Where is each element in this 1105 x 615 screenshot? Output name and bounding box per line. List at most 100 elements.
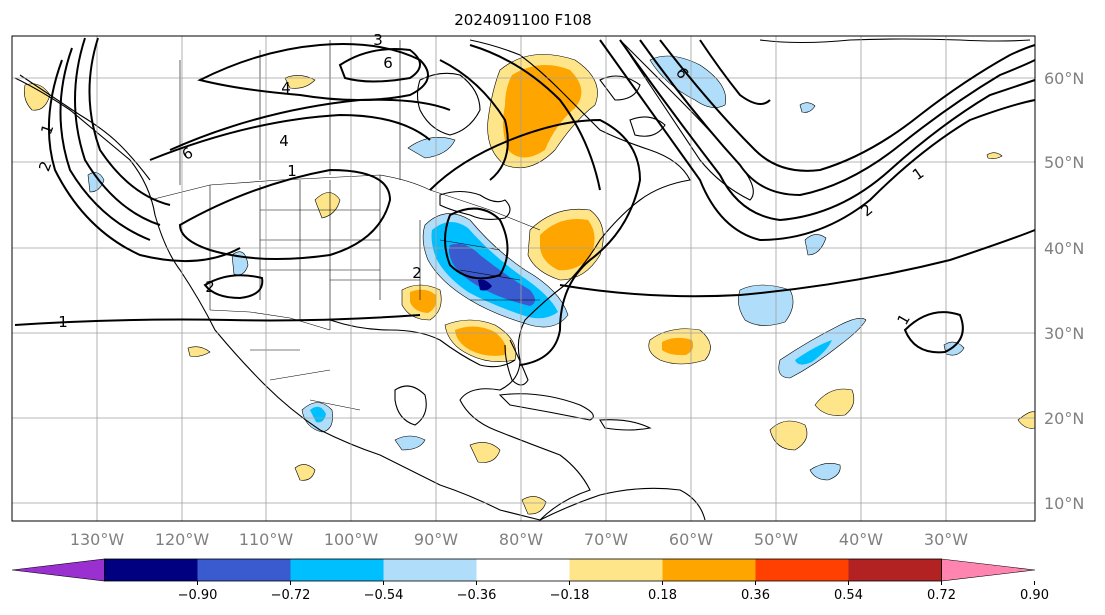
negative-anomaly-labrador xyxy=(799,102,816,113)
contour-label: 2 xyxy=(205,278,215,296)
negative-anomaly-yucatan xyxy=(394,435,426,451)
hudson-bay xyxy=(416,72,481,136)
positive-anomaly-greenland-east xyxy=(986,152,1003,159)
lon-label: 110°W xyxy=(239,530,294,549)
lon-label: 80°W xyxy=(499,530,543,549)
lat-label: 30°N xyxy=(1044,324,1084,343)
contour-atlantic-ridge-4 xyxy=(639,39,1036,197)
lon-label: 50°W xyxy=(754,530,798,549)
mexico-states xyxy=(250,349,361,411)
canada-provinces xyxy=(179,40,401,185)
colorbar-extend-low xyxy=(11,558,105,582)
contour-west-ring-2 xyxy=(47,59,241,263)
colorbar-segment xyxy=(104,559,198,581)
state-lines-east xyxy=(419,220,540,301)
colorbar-segment xyxy=(848,559,942,581)
south-america-north-coast xyxy=(539,487,706,521)
contour-label: 1 xyxy=(287,162,297,180)
negative-anomaly-atlantic-east xyxy=(738,284,794,326)
lon-label: 90°W xyxy=(414,530,458,549)
shaded-anomalies xyxy=(24,54,1036,515)
contour-label: 3 xyxy=(373,31,383,49)
map-title: 2024091100 F108 xyxy=(454,11,591,29)
peak-negative-anomaly-southeast xyxy=(478,279,492,291)
negative-anomaly-greenland xyxy=(649,55,727,108)
colorbar-segment xyxy=(569,559,663,581)
colorbar-segment xyxy=(476,559,570,581)
contour-atlantic-ridge-2 xyxy=(599,39,1036,242)
positive-anomaly-atlantic-south xyxy=(814,388,855,416)
greenland-east-coast xyxy=(759,38,1031,44)
colorbar-tick-label: 0.90 xyxy=(1020,588,1049,603)
colorbar-tick-label: 0.18 xyxy=(648,588,677,603)
lon-label: 130°W xyxy=(70,530,125,549)
lat-label: 40°N xyxy=(1044,239,1084,258)
colorbar-tick-label: 0.36 xyxy=(741,588,770,603)
colorbar-tick-label: −0.90 xyxy=(178,588,218,603)
strong-positive-anomaly-louisiana xyxy=(410,289,437,313)
contour-canada-1 xyxy=(149,113,431,161)
yucatan-peninsula xyxy=(394,385,427,426)
contour-central-low xyxy=(178,168,392,260)
great-lakes xyxy=(439,190,511,221)
contour-trough-2 xyxy=(469,44,601,191)
strong-positive-anomaly-gulf xyxy=(455,326,507,356)
colorbar-segment xyxy=(755,559,849,581)
strong-positive-anomaly-atlantic xyxy=(662,337,694,356)
state-lines-central xyxy=(260,175,420,300)
contour-greenland-1 xyxy=(699,39,771,105)
lat-label: 50°N xyxy=(1044,153,1084,172)
cuba xyxy=(498,393,594,421)
contour-label: 1 xyxy=(58,313,68,331)
colorbar-tick-label: 0.54 xyxy=(834,588,863,603)
positive-anomaly-atlantic-south-2 xyxy=(769,420,808,451)
lon-label: 120°W xyxy=(155,530,210,549)
negative-anomaly-canada xyxy=(407,137,456,159)
contour-label: 4 xyxy=(279,132,289,150)
positive-anomaly-panama xyxy=(521,496,547,515)
contour-canada-2 xyxy=(169,98,451,151)
colorbar-extend-high xyxy=(941,558,1036,582)
positive-anomaly-baja xyxy=(187,346,211,357)
colorbar-segment xyxy=(197,559,291,581)
contour-canada-4 xyxy=(338,48,421,83)
contour-trough-1 xyxy=(429,118,642,366)
colorbar-segment xyxy=(290,559,384,581)
contour-lines xyxy=(14,37,1036,366)
contour-sw-small xyxy=(203,274,264,300)
contour-atlantic-ridge-5 xyxy=(659,39,1036,172)
strong-negative-anomaly-southeast xyxy=(449,243,535,306)
contour-atlantic-ridge-3 xyxy=(619,39,1036,222)
contour-west-ring-3 xyxy=(59,47,151,241)
contour-west-ring-4 xyxy=(74,37,161,226)
lat-label: 10°N xyxy=(1044,494,1084,513)
longitude-labels: 130°W 120°W 110°W 100°W 90°W 80°W 70°W 6… xyxy=(70,530,968,549)
colorbar-segment xyxy=(383,559,477,581)
lat-label: 60°N xyxy=(1044,69,1084,88)
negative-anomaly-atlantic-south xyxy=(809,463,841,481)
positive-anomaly-pacific-south xyxy=(294,464,316,481)
latitude-labels: 60°N 50°N 40°N 30°N 20°N 10°N xyxy=(1044,69,1084,513)
map-panel: 1 1 1 1 2 2 2 4 4 6 6 6 1 2 3 xyxy=(11,31,1036,522)
moderate-negative-anomaly-atlantic-streak xyxy=(795,340,832,365)
colorbar-tick-label: 0.72 xyxy=(927,588,956,603)
lon-label: 30°W xyxy=(924,530,968,549)
lon-label: 40°W xyxy=(839,530,883,549)
lon-label: 70°W xyxy=(584,530,628,549)
strong-positive-anomaly-midatlantic xyxy=(540,219,595,271)
colorbar-tick-label: −0.36 xyxy=(457,588,497,603)
state-lines-west xyxy=(209,180,331,330)
contour-west-ring-1 xyxy=(14,314,421,326)
alaska-panhandle xyxy=(19,74,151,181)
hispaniola xyxy=(599,419,652,431)
contour-trough-low xyxy=(444,207,509,280)
positive-anomaly-canada-west xyxy=(284,75,316,89)
positive-anomaly-caribbean xyxy=(469,442,501,463)
us-mexico-border xyxy=(209,309,331,331)
colorbar-tick-label: −0.18 xyxy=(550,588,590,603)
lat-label: 20°N xyxy=(1044,409,1084,428)
moderate-negative-anomaly-mexico xyxy=(310,406,326,423)
map-frame xyxy=(11,35,1036,522)
lon-label: 60°W xyxy=(669,530,713,549)
